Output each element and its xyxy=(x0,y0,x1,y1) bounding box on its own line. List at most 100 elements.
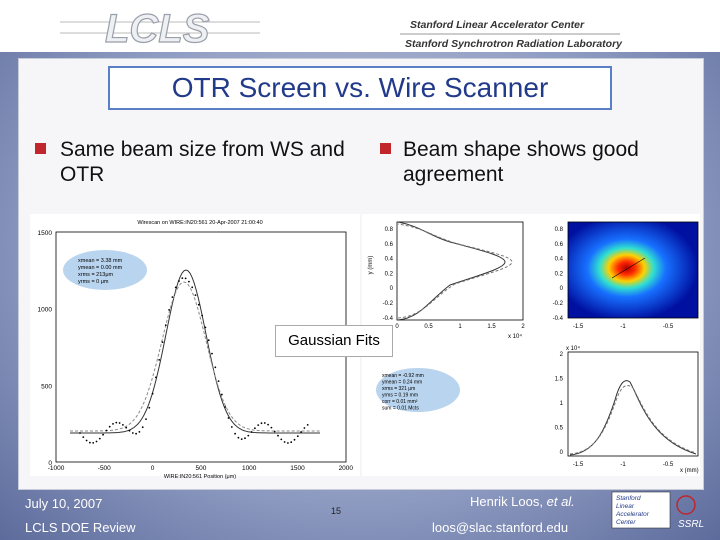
scan-point xyxy=(244,437,246,440)
author-etal: et al. xyxy=(546,494,575,509)
x-tick-label: -0.5 xyxy=(663,324,674,330)
org-name: Stanford Linear Accelerator Center xyxy=(410,19,585,31)
scan-point xyxy=(267,423,269,426)
scan-point xyxy=(131,432,134,434)
stats-line: ymean = 0.24 mm xyxy=(382,380,422,386)
x-axis-label: x (mm) xyxy=(680,468,699,474)
y-tick-label: -0.4 xyxy=(553,316,564,322)
footer-event: LCLS DOE Review xyxy=(25,520,136,535)
scan-point xyxy=(224,406,227,408)
y-tick-label: 0.5 xyxy=(555,426,564,432)
x-tick-label: -1.5 xyxy=(573,324,584,330)
logo-line: Stanford xyxy=(616,495,641,502)
scan-point xyxy=(204,326,207,329)
x-tick-label: 2 xyxy=(521,324,525,330)
y-tick-label: 1 xyxy=(560,401,564,407)
y-tick-label: 0 xyxy=(560,286,564,292)
ssrl-logo: SSRL xyxy=(678,519,704,530)
scan-point xyxy=(171,296,174,298)
scan-point xyxy=(188,280,190,283)
scan-point xyxy=(98,437,101,440)
logo: LCLS xyxy=(105,7,210,51)
y-tick-label: 0.4 xyxy=(555,257,564,263)
scan-point xyxy=(191,286,194,289)
scan-point xyxy=(125,426,128,429)
scan-point xyxy=(85,439,88,442)
scan-point xyxy=(194,294,197,296)
y-tick-label: -0.2 xyxy=(383,301,394,307)
scan-point xyxy=(174,286,177,289)
scan-point xyxy=(168,309,171,311)
scan-point xyxy=(234,432,237,435)
stats-bg xyxy=(63,250,147,290)
scan-point xyxy=(164,324,167,326)
scan-point xyxy=(145,418,147,420)
page-number: 15 xyxy=(331,506,342,516)
scan-point xyxy=(155,376,157,379)
scan-point xyxy=(263,422,266,424)
scan-point xyxy=(260,422,263,425)
scan-point xyxy=(151,392,154,395)
bullet-marker xyxy=(35,143,46,154)
scan-point xyxy=(277,434,279,437)
scan-point xyxy=(197,303,200,306)
scan-point xyxy=(128,429,131,432)
stats-line: xrms = 213μm xyxy=(78,272,114,278)
author: Henrik Loos, xyxy=(470,494,543,509)
y-tick-label: 0.4 xyxy=(385,257,394,263)
scan-point xyxy=(283,441,286,443)
scan-point xyxy=(141,426,144,429)
stats-bg xyxy=(376,368,460,412)
y-tick-label: 0 xyxy=(390,286,394,292)
beam-image xyxy=(567,221,699,319)
logo-line: Center xyxy=(616,519,636,526)
fit-curve xyxy=(70,269,320,434)
scan-point xyxy=(92,442,95,444)
scan-point xyxy=(214,366,217,369)
y-tick-label: 0 xyxy=(560,450,564,456)
bullet-marker xyxy=(380,143,391,154)
scan-point xyxy=(211,352,213,355)
scan-point xyxy=(102,433,104,436)
fit-curve xyxy=(70,281,320,432)
logo-ring xyxy=(676,495,696,515)
x-tick-label: -0.5 xyxy=(663,462,674,468)
x-tick-label: 1500 xyxy=(290,465,305,472)
scan-point xyxy=(293,438,296,441)
scan-point xyxy=(161,341,164,343)
scan-point xyxy=(201,314,204,317)
slide-title: OTR Screen vs. Wire Scanner xyxy=(108,66,612,110)
scan-point xyxy=(207,339,210,342)
scan-point xyxy=(158,359,161,361)
axes xyxy=(567,351,699,457)
stats-line: yrms = 0.19 mm xyxy=(382,393,418,399)
scan-point xyxy=(230,426,233,428)
x-tick-label: 0 xyxy=(151,465,155,472)
logo-line: Accelerator xyxy=(615,511,650,518)
scan-point xyxy=(148,406,151,409)
scan-point xyxy=(254,427,256,430)
scan-point xyxy=(122,424,124,426)
y-tick-label: 500 xyxy=(41,383,52,390)
x-tick-label: -1000 xyxy=(48,465,65,472)
y-tick-label: -0.2 xyxy=(553,301,564,307)
x-tick-label: -1 xyxy=(620,462,626,468)
scan-point xyxy=(115,421,118,424)
header xyxy=(0,0,720,52)
scan-point xyxy=(181,277,184,279)
stats-line: sum = 0.01 Mcts xyxy=(382,406,419,412)
scan-point xyxy=(138,431,141,433)
x-tick-label: -500 xyxy=(98,465,111,472)
x-tick-label: 500 xyxy=(195,465,206,472)
ellipse-axis xyxy=(611,257,646,279)
x-tick-label: -1.5 xyxy=(573,462,584,468)
scan-point xyxy=(108,425,111,428)
scan-point xyxy=(89,441,91,444)
scan-point xyxy=(306,424,309,426)
scan-point xyxy=(240,438,243,440)
scan-point xyxy=(112,423,114,425)
scan-point xyxy=(178,280,180,282)
scan-point xyxy=(135,432,138,435)
